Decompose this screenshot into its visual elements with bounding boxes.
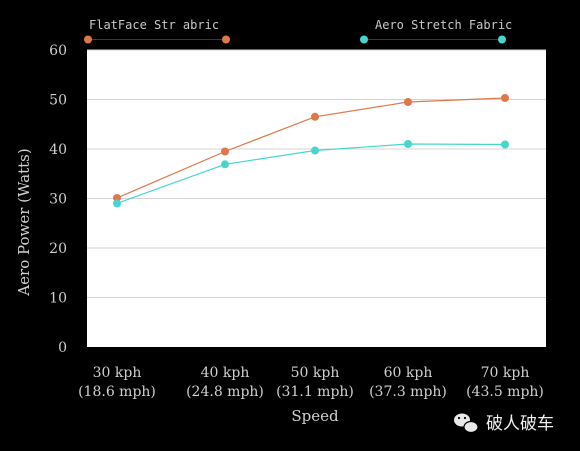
- y-tick-label: 0: [58, 340, 67, 356]
- x-tick-label: 50 kph: [291, 365, 340, 381]
- data-point: [501, 94, 509, 102]
- x-tick-labels: 30 kph (18.6 mph) 40 kph (24.8 mph) 50 kph (3…: [78, 365, 544, 400]
- x-tick-sublabel: (24.8 mph): [186, 384, 264, 400]
- watermark: 破人破车: [454, 413, 554, 434]
- x-tick-sublabel: (31.1 mph): [276, 384, 354, 400]
- y-axis-title: Aero Power (Watts): [15, 148, 33, 296]
- x-tick-sublabel: (43.5 mph): [466, 384, 544, 400]
- x-tick-sublabel: (37.3 mph): [369, 384, 447, 400]
- x-axis-title: Speed: [291, 407, 339, 425]
- data-point: [221, 160, 229, 169]
- legend-label: Aero Stretch Fabric: [375, 18, 512, 32]
- data-point: [311, 146, 319, 155]
- data-point: [404, 98, 412, 106]
- data-point: [221, 147, 229, 156]
- legend-label: FlatFace Str abric: [89, 18, 219, 32]
- wechat-icon: [454, 413, 479, 434]
- data-point: [404, 140, 412, 148]
- legend-marker: [222, 35, 230, 44]
- legend-marker: [498, 35, 506, 44]
- y-tick-label: 40: [49, 142, 67, 158]
- y-tick-label: 30: [49, 192, 67, 208]
- x-tick-label: 30 kph: [93, 365, 142, 381]
- y-tick-labels: 0 10 20 30 40 50 60: [49, 43, 67, 356]
- data-point: [311, 112, 319, 121]
- y-tick-label: 60: [49, 43, 67, 59]
- y-tick-label: 20: [49, 241, 67, 257]
- watermark-text: 破人破车: [486, 414, 554, 434]
- data-point: [113, 199, 121, 208]
- legend-marker: [84, 35, 92, 44]
- legend-marker: [360, 35, 368, 44]
- data-point: [501, 140, 509, 149]
- y-tick-label: 50: [49, 93, 67, 109]
- legend: FlatFace Str abric Aero Stretch Fabric: [84, 18, 512, 44]
- x-tick-label: 70 kph: [481, 365, 530, 381]
- x-tick-sublabel: (18.6 mph): [78, 384, 156, 400]
- series-layer: [113, 94, 509, 208]
- x-tick-label: 40 kph: [201, 365, 250, 381]
- x-tick-label: 60 kph: [384, 365, 433, 381]
- y-tick-label: 10: [49, 291, 67, 307]
